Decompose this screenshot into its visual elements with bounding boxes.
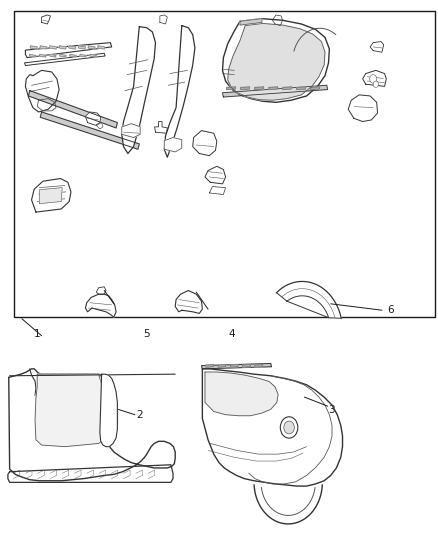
Polygon shape: [98, 46, 105, 49]
Polygon shape: [297, 87, 306, 90]
Polygon shape: [25, 53, 105, 66]
Polygon shape: [240, 87, 250, 90]
Polygon shape: [39, 54, 46, 57]
Polygon shape: [160, 15, 167, 24]
Polygon shape: [29, 54, 36, 57]
Polygon shape: [363, 70, 386, 86]
Polygon shape: [209, 187, 226, 195]
Polygon shape: [283, 87, 292, 90]
Polygon shape: [164, 26, 195, 157]
Polygon shape: [202, 369, 343, 486]
Polygon shape: [70, 54, 76, 57]
Polygon shape: [311, 87, 320, 90]
Polygon shape: [59, 46, 66, 49]
Polygon shape: [85, 112, 101, 125]
Polygon shape: [39, 188, 62, 204]
Text: 1: 1: [34, 329, 41, 339]
Polygon shape: [88, 46, 95, 49]
Polygon shape: [268, 87, 278, 90]
Polygon shape: [348, 95, 378, 122]
Polygon shape: [60, 54, 66, 57]
Text: 6: 6: [388, 305, 394, 315]
Polygon shape: [96, 123, 103, 129]
Polygon shape: [40, 112, 139, 149]
Circle shape: [280, 417, 298, 438]
Polygon shape: [205, 372, 278, 416]
Polygon shape: [49, 46, 57, 49]
Polygon shape: [276, 281, 341, 318]
Polygon shape: [78, 46, 85, 49]
Polygon shape: [201, 364, 272, 369]
Polygon shape: [32, 179, 71, 212]
Polygon shape: [100, 374, 117, 447]
Polygon shape: [175, 290, 202, 313]
Polygon shape: [164, 138, 182, 152]
Polygon shape: [9, 369, 175, 481]
Polygon shape: [35, 374, 103, 447]
Polygon shape: [226, 87, 236, 90]
Polygon shape: [49, 54, 56, 57]
Polygon shape: [240, 19, 262, 25]
Text: 3: 3: [328, 406, 335, 415]
Text: 2: 2: [136, 410, 142, 419]
Polygon shape: [8, 465, 173, 482]
Bar: [14, 11, 435, 317]
Circle shape: [373, 81, 378, 87]
Polygon shape: [122, 124, 140, 138]
Text: 5: 5: [143, 329, 150, 339]
Text: 4: 4: [229, 329, 236, 339]
Polygon shape: [205, 166, 226, 184]
Polygon shape: [193, 131, 217, 156]
Circle shape: [284, 421, 294, 434]
Polygon shape: [228, 23, 325, 100]
Polygon shape: [254, 87, 264, 90]
Polygon shape: [85, 294, 116, 317]
Polygon shape: [218, 365, 226, 367]
Polygon shape: [37, 99, 56, 111]
Polygon shape: [272, 15, 283, 26]
Polygon shape: [223, 85, 328, 97]
Polygon shape: [255, 365, 263, 367]
Polygon shape: [370, 42, 384, 52]
Polygon shape: [155, 122, 167, 133]
Polygon shape: [90, 54, 96, 57]
Polygon shape: [40, 46, 47, 49]
Polygon shape: [69, 46, 76, 49]
Polygon shape: [80, 54, 86, 57]
Circle shape: [370, 75, 377, 83]
Polygon shape: [30, 46, 37, 49]
Polygon shape: [243, 365, 251, 367]
Polygon shape: [223, 19, 329, 102]
Polygon shape: [96, 287, 106, 294]
Polygon shape: [122, 27, 155, 154]
Polygon shape: [25, 70, 59, 112]
Polygon shape: [206, 365, 214, 367]
Polygon shape: [230, 365, 238, 367]
Polygon shape: [25, 43, 112, 58]
Polygon shape: [42, 15, 50, 24]
Polygon shape: [28, 91, 117, 128]
